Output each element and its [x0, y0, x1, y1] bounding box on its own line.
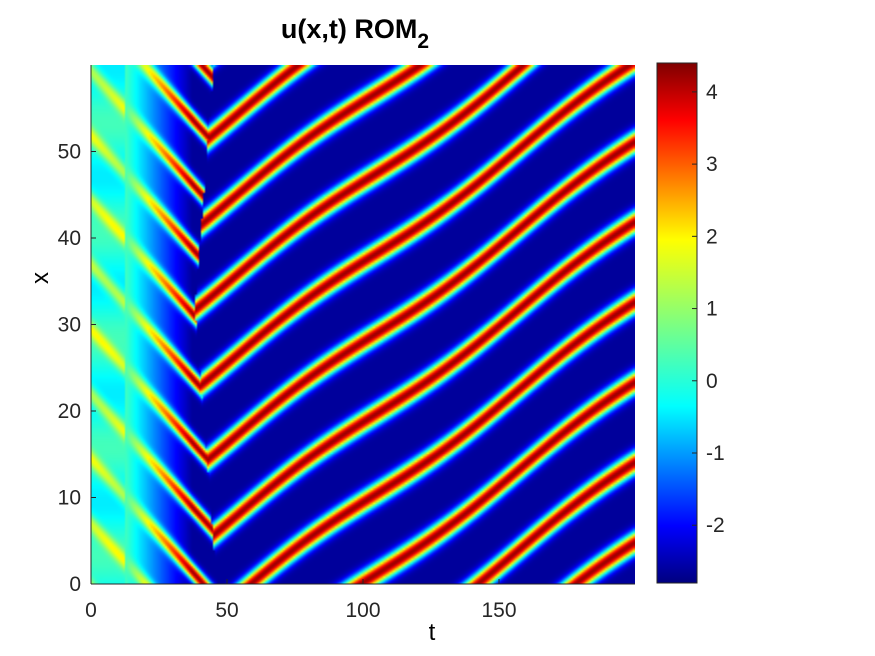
- y-axis-label: x: [27, 272, 54, 284]
- colorbar-tick-label: 3: [706, 153, 718, 176]
- y-tick-label: 20: [58, 400, 81, 423]
- colorbar-tick-label: 1: [706, 298, 718, 321]
- colorbar-tick-label: 2: [706, 225, 718, 248]
- x-tick-label: 150: [481, 599, 516, 622]
- y-tick-label: 0: [69, 573, 81, 596]
- y-tick-label: 10: [58, 487, 81, 510]
- axes: 0 50 100 150 0 10 20 30 40 50: [58, 65, 635, 622]
- x-axis-label: t: [429, 619, 436, 646]
- colorbar-tick-label: -2: [706, 514, 725, 537]
- heatmap-area: [91, 65, 635, 584]
- x-tick-label: 50: [215, 599, 238, 622]
- colorbar-tick-label: -1: [706, 442, 725, 465]
- chart-title-subscript: 2: [417, 30, 429, 53]
- colorbar-tick-label: 0: [706, 370, 718, 393]
- y-tick-label: 50: [58, 141, 81, 164]
- y-tick-label: 30: [58, 314, 81, 337]
- y-tick-label: 40: [58, 227, 81, 250]
- x-tick-label: 0: [85, 599, 97, 622]
- colorbar-tick-label: 4: [706, 81, 718, 104]
- chart-title: u(x,t) ROM2: [281, 14, 429, 53]
- colorbar: [656, 62, 698, 584]
- x-tick-label: 100: [345, 599, 380, 622]
- colorbar-ticks: -2 -1 0 1 2 3 4: [692, 81, 725, 537]
- heatmap-field: [91, 65, 635, 584]
